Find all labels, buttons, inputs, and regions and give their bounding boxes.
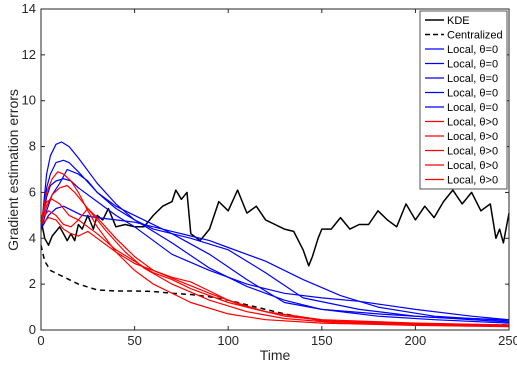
- series-line-1: [40, 189, 510, 267]
- y-tick-label: 2: [29, 276, 36, 291]
- legend-entry-11: Local, θ>0: [447, 160, 498, 172]
- legend-entry-8: Local, θ>0: [447, 117, 498, 129]
- y-tick-label: 10: [22, 93, 36, 108]
- x-axis-label: Time: [260, 347, 291, 363]
- y-tick-label: 14: [22, 1, 36, 16]
- legend-entry-10: Local, θ>0: [447, 146, 498, 158]
- legend-entry-12: Local, θ>0: [447, 175, 498, 187]
- series-line-9: [40, 184, 510, 327]
- legend-entry-7: Local, θ=0: [447, 102, 498, 114]
- x-tick-label: 100: [217, 333, 239, 348]
- series-line-7: [40, 205, 510, 322]
- x-tick-label: 150: [311, 333, 333, 348]
- x-tick-label: 200: [405, 333, 427, 348]
- legend: KDE Centralized Local, θ=0 Local, θ=0 Local,…: [419, 10, 508, 190]
- series-line-10: [40, 198, 510, 326]
- series-lines: [40, 141, 510, 328]
- x-tick-label: 250: [498, 333, 517, 348]
- legend-entry-3: Local, θ=0: [447, 44, 498, 56]
- legend-entry-4: Local, θ=0: [447, 59, 498, 71]
- x-tick-label: 50: [127, 333, 141, 348]
- x-tick-label: 0: [37, 333, 44, 348]
- y-tick-label: 12: [22, 47, 36, 62]
- y-tick-label: 6: [29, 184, 36, 199]
- series-line-5: [40, 168, 510, 323]
- legend-box: [419, 10, 508, 190]
- series-line-12: [40, 217, 510, 326]
- y-tick-label: 0: [29, 322, 36, 337]
- y-axis-label: Gradient estimation errors: [5, 89, 21, 251]
- legend-entry-9: Local, θ>0: [447, 131, 498, 143]
- legend-entry-5: Local, θ=0: [447, 73, 498, 85]
- y-tick-label: 8: [29, 139, 36, 154]
- plot-frame: [40, 8, 510, 331]
- series-line-8: [40, 171, 510, 328]
- y-tick-label: 4: [29, 230, 36, 245]
- legend-entry-6: Local, θ=0: [447, 88, 498, 100]
- series-line-4: [40, 159, 510, 321]
- legend-entry-2: Centralized: [447, 30, 503, 42]
- axis-ticks: 0 50 100 150 200 250 0 2 4 6 8 10 12 14: [22, 1, 517, 348]
- legend-entry-1: KDE: [447, 15, 470, 27]
